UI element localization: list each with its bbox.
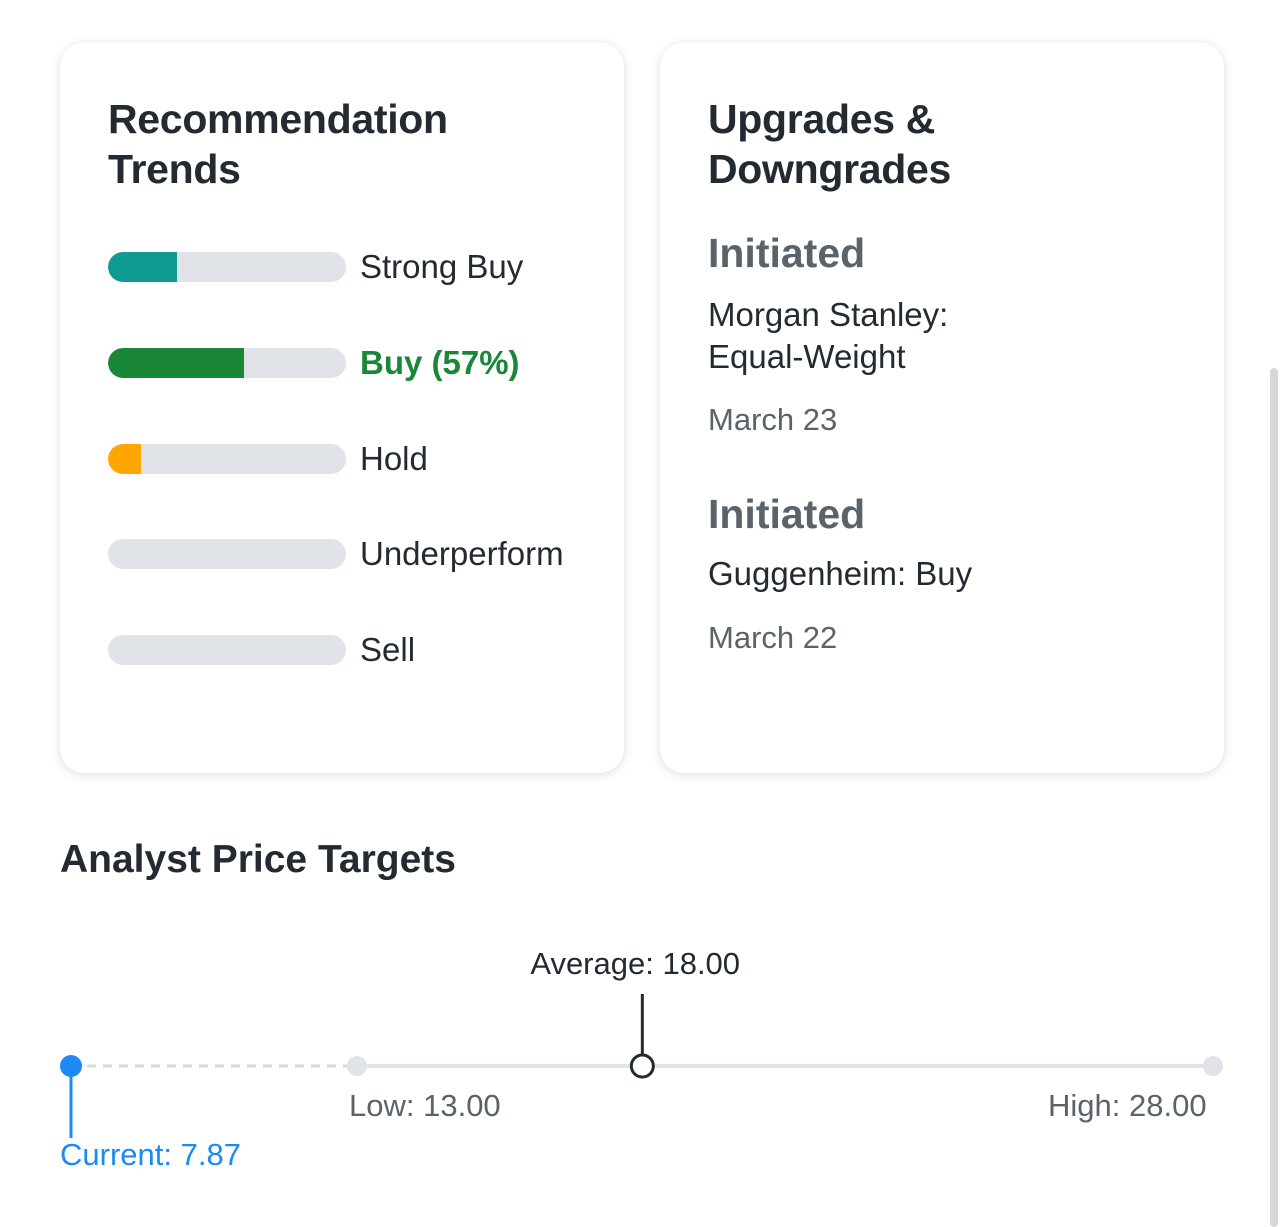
low-label: Low: 13.00 xyxy=(349,1088,501,1123)
ud-entry-action: Initiated xyxy=(708,491,866,537)
trend-bar-track xyxy=(108,348,346,378)
upgrades-downgrades-card[interactable]: Upgrades & Downgrades Initiated Morgan S… xyxy=(660,42,1224,773)
upgrades-downgrades-title: Upgrades & Downgrades xyxy=(708,96,952,192)
current-marker xyxy=(60,1055,82,1077)
trend-label: Hold xyxy=(360,440,428,477)
trend-row: Buy (57%) xyxy=(108,344,608,381)
recommendation-trends-card: Recommendation Trends Strong Buy Buy (57%… xyxy=(60,42,624,773)
recommendation-trends-title: Recommendation Trends xyxy=(108,96,448,192)
trend-row: Hold xyxy=(108,440,608,477)
trend-label: Underperform xyxy=(360,535,564,572)
trend-label: Strong Buy xyxy=(360,248,524,285)
trend-bar-track xyxy=(108,444,346,474)
ud-entry-date: March 23 xyxy=(708,402,838,437)
trend-row: Sell xyxy=(108,631,608,668)
price-target-svg xyxy=(60,994,1223,1138)
trend-bar-track xyxy=(108,539,346,569)
trend-label: Buy (57%) xyxy=(360,344,520,381)
average-label: Average: 18.00 xyxy=(530,946,741,981)
high-marker xyxy=(1203,1056,1223,1076)
trend-bar-track xyxy=(108,252,346,282)
average-marker xyxy=(629,1053,655,1079)
trend-row: Underperform xyxy=(108,535,608,572)
trend-row: Strong Buy xyxy=(108,248,608,285)
ud-entry-action: Initiated xyxy=(708,230,866,276)
trend-bar-fill xyxy=(108,348,244,378)
current-label: Current: 7.87 xyxy=(60,1137,241,1172)
trend-bar-fill xyxy=(108,252,178,282)
ud-entry-firm-rating: Morgan Stanley: Equal-Weight xyxy=(708,296,949,375)
scrollbar[interactable] xyxy=(1270,368,1278,1227)
ud-entry-date: March 22 xyxy=(708,620,838,655)
high-label: High: 28.00 xyxy=(1048,1088,1207,1123)
trend-bar-track xyxy=(108,635,346,665)
trend-bar-fill xyxy=(108,444,142,474)
analyst-price-targets-title: Analyst Price Targets xyxy=(60,838,456,881)
ud-entry-firm-rating: Guggenheim: Buy xyxy=(708,555,973,592)
trend-label: Sell xyxy=(360,631,416,668)
low-marker xyxy=(347,1056,367,1076)
